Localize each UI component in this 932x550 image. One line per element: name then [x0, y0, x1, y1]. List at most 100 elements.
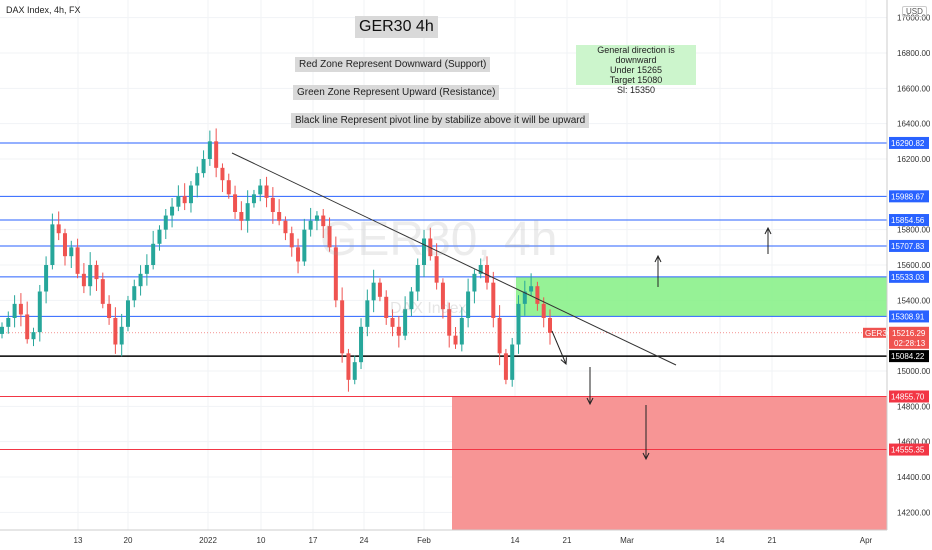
candle-body [125, 300, 130, 327]
y-tick-label: 15800.00 [897, 226, 931, 235]
zones [452, 276, 887, 530]
direction-line: Target 15080 [609, 75, 663, 85]
symbol-tag [863, 327, 886, 338]
down-arrow-head [642, 452, 650, 461]
candle-body [270, 197, 275, 212]
candle-body [390, 318, 395, 327]
candle-body [264, 185, 269, 198]
candle-body [541, 303, 546, 318]
symbol-info[interactable]: DAX Index, 4h, FX [6, 5, 81, 15]
x-tick-label: 2022 [199, 536, 217, 545]
candle-body [503, 353, 508, 380]
direction-line: General direction is downward [597, 45, 675, 65]
candle-body [396, 326, 401, 336]
candle-body [497, 318, 502, 354]
candle-body [12, 303, 17, 318]
horizontal-levels [0, 142, 887, 451]
drawings [231, 152, 772, 461]
candles [0, 128, 552, 392]
up-arrow-head [654, 254, 662, 263]
candle-body [491, 282, 496, 318]
y-tick-label: 14600.00 [897, 438, 931, 447]
candle-body [277, 212, 282, 221]
resistance-zone [516, 276, 887, 317]
candle-body [31, 332, 36, 340]
candle-body [548, 318, 552, 333]
candle-body [522, 291, 527, 304]
current-price-text: 15216.29 [892, 329, 926, 338]
candle-body [472, 273, 477, 292]
y-tick-label: 16800.00 [897, 49, 931, 58]
candle-body [6, 318, 11, 327]
candle-body [459, 318, 464, 345]
candle-body [144, 265, 149, 274]
watermark-sub: DAX Index [390, 300, 467, 317]
candle-body [239, 212, 244, 221]
candle-body [195, 173, 200, 186]
candle-body [37, 291, 42, 333]
level-price-tag [889, 136, 929, 149]
candle-body [69, 247, 74, 257]
down-arrow [551, 330, 567, 365]
level-price-text: 15533.03 [891, 273, 925, 282]
level-price-text: 15854.56 [891, 216, 925, 225]
candle-body [510, 344, 515, 380]
candle-body [327, 226, 332, 248]
x-tick-label: Feb [417, 536, 431, 545]
candle-body [258, 185, 263, 195]
candle-body [81, 273, 86, 287]
candle-body [75, 247, 80, 274]
symbol-tag-text: GER30 [865, 329, 892, 338]
candle-body [62, 233, 67, 257]
y-tick-label: 15400.00 [897, 296, 931, 305]
x-tick-label: 14 [716, 536, 725, 545]
candle-body [207, 141, 212, 159]
level-price-tag [889, 310, 929, 323]
x-tick-label: 24 [360, 536, 369, 545]
candle-body [359, 326, 364, 363]
candle-body [44, 265, 49, 292]
x-tick-label: 14 [511, 536, 520, 545]
y-tick-label: 14200.00 [897, 508, 931, 517]
candle-body [453, 335, 458, 345]
y-tick-label: 16200.00 [897, 155, 931, 164]
level-price-text: 15988.67 [891, 192, 925, 201]
candle-body [321, 215, 326, 227]
candle-body [529, 286, 534, 292]
candle-body [151, 243, 156, 265]
pivot-trend-line [231, 152, 677, 366]
candle-body [163, 215, 168, 230]
candle-body [201, 159, 206, 174]
candle-body [340, 300, 345, 354]
direction-line: Sl: 15350 [616, 85, 656, 95]
level-price-text: 15308.91 [891, 312, 925, 321]
candle-body [535, 286, 540, 304]
level-price-text: 16290.82 [891, 139, 925, 148]
candle-body [516, 303, 521, 345]
candle-body [296, 247, 301, 262]
candle-body [226, 180, 231, 195]
candle-body [182, 196, 187, 204]
candle-body [422, 238, 427, 265]
level-price-tag [889, 190, 929, 203]
candle-body [94, 265, 99, 280]
x-tick-label: 13 [74, 536, 83, 545]
candle-body [113, 318, 118, 345]
y-tick-label: 17000.00 [897, 14, 931, 23]
level-price-text: 14855.70 [891, 392, 925, 401]
candle-body [88, 265, 93, 287]
watermark-main: GER30, 4h [320, 213, 558, 266]
candle-body [302, 229, 307, 262]
down-arrow-head [560, 357, 567, 366]
candle-body [119, 326, 124, 345]
candle-body [0, 326, 4, 334]
y-tick-label: 16400.00 [897, 120, 931, 129]
currency-label[interactable]: USD [902, 6, 927, 17]
up-arrow-head [764, 226, 772, 235]
x-tick-label: 10 [257, 536, 266, 545]
candle-body [214, 141, 219, 168]
direction-note: General direction is downward Under 1526… [576, 45, 696, 95]
y-tick-label: 14800.00 [897, 402, 931, 411]
